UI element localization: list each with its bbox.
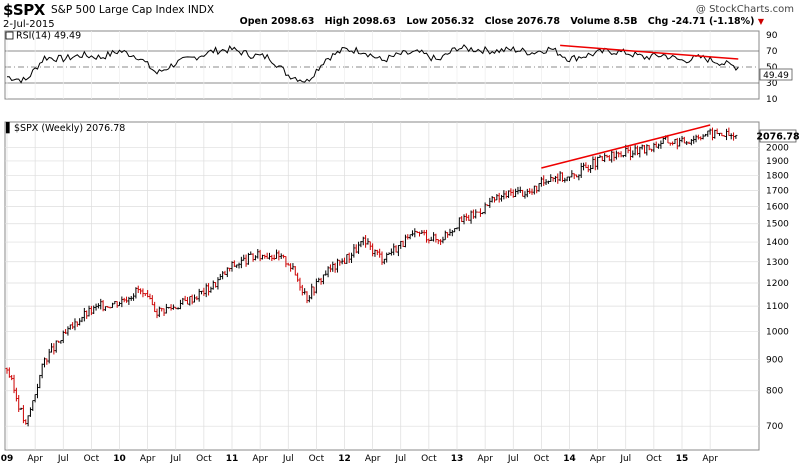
volume-label: Volume: [570, 16, 611, 27]
close-label: Close: [484, 16, 514, 27]
price-grid: [5, 122, 759, 450]
x-tick-label: Jul: [169, 454, 181, 464]
x-tick-label: Jul: [57, 454, 69, 464]
rsi-axis: 10 30 50 70 90: [766, 31, 778, 105]
chg-value: -24.71 (-1.18%): [671, 16, 755, 27]
rsi-line: [7, 44, 739, 84]
rsi-tick-label: 10: [766, 95, 778, 105]
x-tick-label: Jul: [394, 454, 406, 464]
x-tick-label: Jul: [619, 454, 631, 464]
quote-summary: Open 2098.63 High 2098.63 Low 2056.32 Cl…: [233, 16, 764, 27]
x-tick-label: Oct: [534, 454, 550, 464]
price-tick-label: 700: [766, 422, 783, 432]
x-tick-label: Apr: [140, 454, 156, 464]
rsi-legend: RSI(14) 49.49: [16, 31, 81, 42]
high-value: 2098.63: [352, 16, 396, 27]
price-tick-label: 1600: [766, 203, 789, 213]
price-tick-label: 2000: [766, 143, 789, 153]
price-tick-label: 1800: [766, 171, 789, 181]
rsi-tick-label: 70: [766, 47, 778, 57]
volume-value: 8.5B: [613, 16, 638, 27]
price-axis: 700 800 900 1000 1100 1200 1300 1400 1500 1600 170…: [766, 143, 789, 432]
price-tick-label: 800: [766, 387, 783, 397]
price-tick-label: 1200: [766, 279, 789, 289]
x-tick-label: Jul: [282, 454, 294, 464]
symbol-title: $SPX: [3, 1, 45, 19]
x-tick-label: Apr: [365, 454, 381, 464]
x-tick-label: 15: [676, 454, 689, 464]
ohlc-bars: [5, 127, 738, 427]
x-tick-label: 12: [338, 454, 351, 464]
x-tick-label: Oct: [421, 454, 437, 464]
price-legend: $SPX (Weekly) 2076.78: [14, 123, 125, 134]
down-arrow-icon: ▼: [757, 17, 764, 26]
price-last-value-tag: 2076.78: [756, 129, 800, 143]
price-tick-label: 1500: [766, 220, 789, 230]
price-tick-label: 900: [766, 355, 783, 365]
rsi-tick-label: 30: [766, 79, 778, 89]
x-tick-label: Apr: [702, 454, 718, 464]
rsi-last-value: 49.49: [763, 71, 789, 81]
x-tick-label: Apr: [252, 454, 268, 464]
x-tick-label: Jul: [507, 454, 519, 464]
index-name-text: S&P 500 Large Cap Index: [51, 4, 185, 16]
rsi-last-value-tag: 49.49: [759, 68, 793, 81]
close-value: 2076.78: [516, 16, 561, 27]
price-tick-label: 1900: [766, 157, 789, 167]
price-legend-icon: ▌: [5, 122, 13, 134]
low-label: Low: [406, 16, 428, 27]
x-axis: 09 Apr Jul Oct 10 Apr Jul Oct 11 Apr Jul Oct 12 Apr Ju…: [1, 454, 718, 464]
x-tick-label: 11: [226, 454, 239, 464]
rsi-trendline: [560, 44, 739, 60]
x-tick-label: 13: [451, 454, 464, 464]
x-tick-label: Apr: [590, 454, 606, 464]
rsi-last-value-box: [759, 68, 793, 81]
rsi-panel: [4, 30, 760, 100]
price-tick-label: 1100: [766, 302, 789, 312]
price-tick-label: 1400: [766, 238, 789, 248]
x-tick-label: Oct: [196, 454, 212, 464]
brand-logo[interactable]: @ StockCharts.com: [695, 4, 794, 15]
index-name: S&P 500 Large Cap Index INDX: [51, 4, 214, 16]
exchange-label: INDX: [187, 4, 215, 16]
rsi-tick-label: 50: [766, 63, 778, 73]
price-panel: [4, 121, 760, 451]
price-last-value: 2076.78: [756, 132, 800, 143]
chg-label: Chg: [647, 16, 669, 27]
x-tick-label: 14: [563, 454, 576, 464]
x-tick-label: Oct: [309, 454, 325, 464]
x-tick-label: Oct: [646, 454, 662, 464]
price-tick-label: 1000: [766, 327, 789, 337]
open-value: 2098.63: [271, 16, 315, 27]
low-value: 2056.32: [430, 16, 475, 27]
price-tick-label: 1700: [766, 186, 789, 196]
price-tick-label: 1300: [766, 258, 789, 268]
x-tick-label: Oct: [84, 454, 100, 464]
open-label: Open: [239, 16, 268, 27]
price-trendline: [541, 124, 711, 169]
quote-date: 2-Jul-2015: [3, 19, 55, 30]
rsi-legend-swatch: [5, 31, 14, 40]
x-tick-label: 10: [113, 454, 126, 464]
x-tick-label: Apr: [27, 454, 43, 464]
rsi-tick-label: 90: [766, 31, 778, 41]
high-label: High: [324, 16, 350, 27]
price-last-value-box: [759, 129, 797, 143]
x-tick-label: Apr: [477, 454, 493, 464]
x-tick-label: 09: [1, 454, 14, 464]
rsi-grid: [5, 31, 759, 99]
